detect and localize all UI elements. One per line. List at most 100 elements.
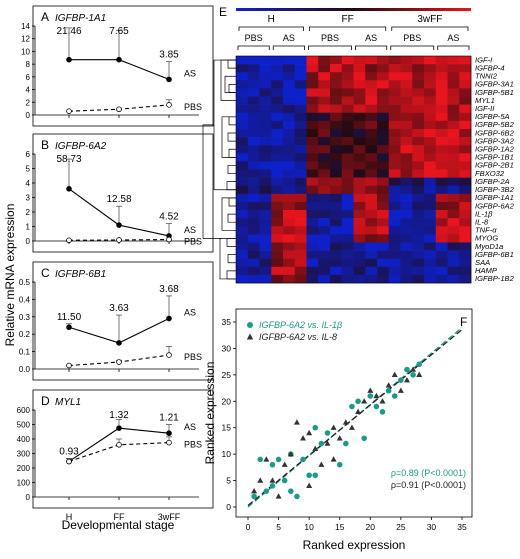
heatmap-cell bbox=[259, 137, 272, 146]
scatter-point-circle bbox=[385, 387, 392, 394]
panel-f-scatter: F 0 5 10 15 20 25 30 35 0 5 10 15 20 25 30 35 Ranked expr… bbox=[203, 308, 473, 552]
heatmap-gene-label: IGFBP-1B2 bbox=[475, 274, 515, 283]
heatmap-cell bbox=[341, 161, 354, 170]
heatmap-cell bbox=[412, 80, 425, 89]
series-label: PBS bbox=[184, 440, 202, 450]
heatmap-cell bbox=[447, 218, 460, 227]
heatmap-cell bbox=[447, 210, 460, 219]
heatmap-cell bbox=[459, 218, 472, 227]
heatmap-cell bbox=[318, 193, 331, 203]
heatmap-cell bbox=[283, 266, 296, 276]
heatmap-cell bbox=[388, 201, 401, 211]
heatmap-cell bbox=[400, 96, 413, 105]
x-category-label: 3wFF bbox=[158, 512, 181, 522]
heatmap-cell bbox=[271, 193, 284, 203]
heatmap-cell bbox=[236, 234, 249, 243]
fold-change-label: 11.50 bbox=[57, 312, 82, 323]
as-series-line bbox=[69, 59, 170, 80]
heatmap-cell bbox=[271, 242, 284, 251]
scatter-point-triangle bbox=[306, 482, 313, 489]
heatmap-cell bbox=[247, 96, 260, 105]
pbs-point bbox=[66, 108, 72, 114]
heatmap-cell bbox=[318, 226, 331, 235]
heatmap-cell bbox=[330, 145, 343, 154]
y-tick-label: 0.4 bbox=[19, 295, 31, 304]
heatmap-cell bbox=[365, 226, 378, 235]
heatmap-cell bbox=[388, 72, 401, 81]
heatmap-cell bbox=[459, 161, 472, 170]
dendrogram-branch bbox=[226, 270, 236, 280]
scatter-point-triangle bbox=[367, 387, 374, 393]
heatmap-cell bbox=[412, 234, 425, 243]
heatmap-cell bbox=[400, 104, 413, 114]
heatmap-cell bbox=[306, 274, 319, 284]
scatter-point-triangle bbox=[324, 440, 331, 446]
heatmap-cell bbox=[283, 161, 296, 170]
heatmap-cell bbox=[330, 193, 343, 203]
heatmap-cell bbox=[236, 177, 249, 187]
panel-c: C IGFBP-6B1 0.0 0.1 0.2 0.3 0.4 0.5 AS PBS 11.50 3.… bbox=[19, 261, 214, 381]
legend-label: IGFBP-6A2 vs. IL-8 bbox=[259, 332, 337, 342]
heatmap-cell bbox=[447, 250, 460, 259]
heatmap-cell bbox=[341, 96, 354, 105]
heatmap-cell bbox=[435, 153, 448, 162]
heatmap-cell bbox=[388, 161, 401, 170]
heatmap-cell bbox=[353, 185, 366, 195]
heatmap-cell bbox=[259, 112, 272, 122]
y-tick-label: 500 bbox=[17, 421, 31, 430]
heatmap-cell bbox=[283, 218, 296, 227]
heatmap-cell bbox=[377, 250, 390, 259]
scatter-point-triangle bbox=[300, 435, 307, 441]
heatmap-cell bbox=[365, 193, 378, 203]
heatmap-cell bbox=[283, 72, 296, 81]
fold-change-label: 1.32 bbox=[109, 410, 129, 421]
as-point bbox=[166, 315, 172, 322]
heatmap-cell bbox=[447, 161, 460, 170]
heatmap-cell bbox=[341, 112, 354, 122]
heatmap-cell bbox=[271, 120, 284, 130]
heatmap-cell bbox=[247, 201, 260, 211]
heatmap-cell bbox=[271, 96, 284, 105]
heatmap-cell bbox=[388, 169, 401, 178]
as-point bbox=[166, 76, 172, 83]
scatter-point-triangle bbox=[269, 477, 276, 483]
heatmap-cell bbox=[435, 80, 448, 89]
heatmap-cell bbox=[294, 72, 307, 81]
heatmap-cell bbox=[377, 242, 390, 251]
scatter-point-triangle bbox=[306, 429, 313, 436]
panel-gene-title: IGFBP-6A2 bbox=[55, 141, 107, 152]
heatmap-subgroup-label: AS bbox=[283, 33, 295, 43]
heatmap-cell bbox=[294, 153, 307, 162]
heatmap-gene-label: IL-8 bbox=[475, 217, 489, 226]
scatter-point-triangle bbox=[293, 419, 300, 425]
as-point bbox=[116, 56, 122, 63]
heatmap-cell bbox=[365, 104, 378, 114]
y-tick-label: 0.2 bbox=[19, 330, 31, 339]
heatmap-cell bbox=[259, 153, 272, 162]
heatmap-cell bbox=[283, 193, 296, 203]
heatmap-gene-label: IGF-II bbox=[475, 104, 495, 113]
heatmap-cell bbox=[330, 96, 343, 105]
heatmap-cell bbox=[353, 80, 366, 89]
correlation-stat: ρ=0.91 (P<0.0001) bbox=[391, 480, 466, 490]
heatmap-cell bbox=[259, 201, 272, 211]
heatmap-cell bbox=[459, 145, 472, 154]
scatter-point-triangle bbox=[403, 376, 410, 383]
heatmap-cell bbox=[247, 169, 260, 178]
scatter-point-circle bbox=[349, 403, 355, 410]
heatmap-cell bbox=[377, 177, 390, 187]
scatter-point-circle bbox=[373, 403, 380, 410]
heatmap-cell bbox=[318, 104, 331, 114]
heatmap-cell bbox=[388, 56, 401, 65]
heatmap-gene-label: MYOG bbox=[475, 234, 498, 243]
heatmap-cell bbox=[377, 161, 390, 170]
scatter-point-circle bbox=[410, 372, 416, 378]
dendrogram-branch bbox=[220, 59, 236, 101]
panel-letter: D bbox=[41, 394, 50, 408]
heatmap-gene-label: SAA bbox=[475, 258, 490, 267]
heatmap-cell bbox=[353, 112, 366, 122]
heatmap-cell bbox=[341, 137, 354, 146]
heatmap-cell bbox=[447, 104, 460, 114]
heatmap-cell bbox=[259, 218, 272, 227]
heatmap-cell bbox=[294, 226, 307, 235]
